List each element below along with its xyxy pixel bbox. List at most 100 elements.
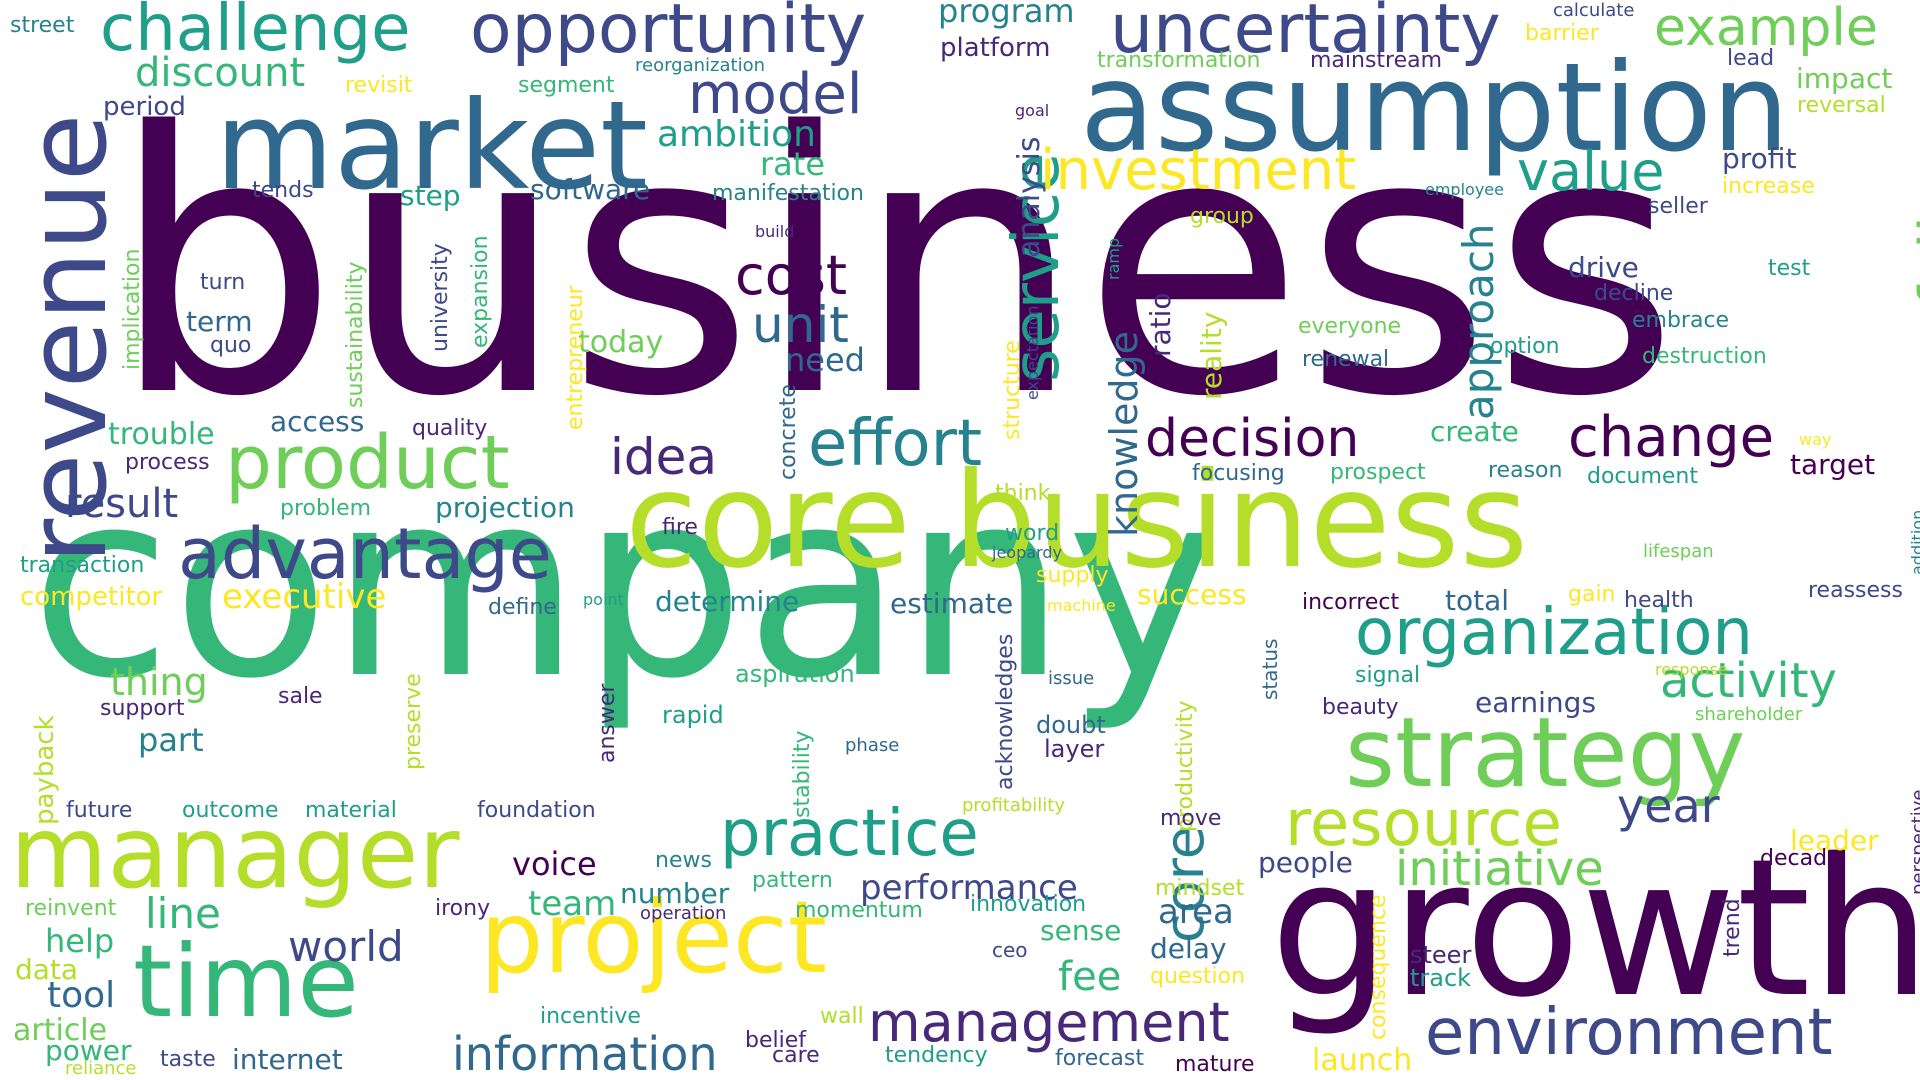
word-investment: investment: [1040, 138, 1357, 203]
word-sense: sense: [1040, 914, 1122, 947]
word-area: area: [1158, 892, 1234, 932]
word-jeopardy: jeopardy: [992, 543, 1062, 562]
word-uncertainty: uncertainty: [1110, 0, 1501, 69]
word-employee: employee: [1425, 180, 1504, 199]
word-think: think: [995, 481, 1051, 506]
word-reality: reality: [1195, 311, 1228, 400]
word-practice: practice: [720, 797, 979, 871]
word-earnings: earnings: [1475, 686, 1597, 719]
word-approach: approach: [1454, 223, 1503, 420]
word-business: business: [110, 56, 1680, 475]
word-option: option: [1490, 334, 1560, 359]
word-challenge: challenge: [100, 0, 411, 66]
word-software: software: [530, 173, 651, 206]
word-thing: thing: [110, 660, 208, 704]
word-activity: activity: [1660, 653, 1837, 709]
word-concrete: concrete: [776, 384, 801, 480]
word-momentum: momentum: [795, 898, 923, 923]
word-line: line: [145, 889, 221, 938]
word-target: target: [1790, 448, 1876, 481]
word-mainstream: mainstream: [1310, 48, 1443, 73]
word-acknowledges: acknowledges: [993, 633, 1018, 790]
word-material: material: [305, 798, 397, 823]
word-profit: profit: [1722, 142, 1797, 175]
word-part: part: [138, 721, 204, 759]
word-help: help: [45, 922, 115, 960]
word-quality: quality: [412, 416, 488, 441]
word-embrace: embrace: [1632, 308, 1730, 333]
word-phase: phase: [845, 735, 900, 756]
word-signal: signal: [1355, 663, 1421, 688]
word-street: street: [10, 13, 75, 38]
word-tends: tends: [252, 178, 314, 203]
word-point: point: [583, 590, 624, 609]
word-environment: environment: [1425, 996, 1833, 1070]
word-document: document: [1587, 464, 1698, 489]
word-structure: structure: [1000, 340, 1025, 440]
word-need: need: [785, 341, 865, 379]
word-sale: sale: [278, 684, 323, 709]
word-ambition: ambition: [657, 114, 816, 155]
word-belief: belief: [745, 1028, 807, 1053]
word-university: university: [428, 243, 453, 352]
word-perspective: perspective: [1908, 789, 1920, 895]
word-term: term: [186, 305, 253, 338]
word-today: today: [578, 325, 664, 360]
word-test: test: [1768, 256, 1811, 281]
word-payback: payback: [30, 715, 60, 825]
word-fee: fee: [1058, 954, 1122, 1000]
word-forecast: forecast: [1055, 1046, 1144, 1071]
word-step: step: [400, 179, 461, 212]
word-incorrect: incorrect: [1302, 590, 1400, 615]
word-pattern: pattern: [752, 868, 833, 893]
word-organization: organization: [1355, 596, 1753, 670]
word-team: team: [528, 884, 617, 924]
word-shareholder: shareholder: [1695, 704, 1803, 725]
word-company: company: [30, 435, 1220, 735]
word-mature: mature: [1175, 1052, 1255, 1077]
word-trouble: trouble: [108, 417, 215, 452]
word-portfolio: portfolio: [1907, 179, 1920, 430]
word-future: future: [66, 798, 133, 823]
word-market: market: [215, 75, 648, 217]
word-projection: projection: [435, 491, 575, 524]
word-manifestation: manifestation: [712, 181, 864, 206]
word-issue: issue: [1048, 668, 1095, 689]
word-result: result: [65, 481, 179, 527]
word-number: number: [620, 877, 730, 910]
word-article: article: [13, 1013, 108, 1048]
word-track: track: [1410, 964, 1472, 992]
word-voice: voice: [512, 845, 597, 883]
word-competitor: competitor: [20, 582, 163, 612]
word-manager: manager: [10, 794, 460, 911]
word-build: build: [755, 222, 795, 241]
word-data: data: [15, 953, 79, 986]
word-wall: wall: [820, 1004, 864, 1029]
word-preserve: preserve: [401, 673, 426, 770]
word-leader: leader: [1790, 824, 1879, 857]
word-create: create: [1430, 415, 1519, 448]
word-health: health: [1624, 588, 1694, 613]
word-performance: performance: [860, 868, 1078, 908]
word-fire: fire: [662, 515, 698, 540]
word-prospect: prospect: [1330, 460, 1426, 485]
word-effort: effort: [808, 407, 983, 481]
word-group: group: [1190, 204, 1254, 229]
word-launch: launch: [1312, 1043, 1413, 1078]
word-platform: platform: [940, 33, 1051, 63]
word-year: year: [1617, 779, 1720, 833]
word-steer: steer: [1410, 941, 1472, 969]
word-assumption: assumption: [1080, 37, 1790, 179]
word-growth: growth: [1270, 818, 1920, 1039]
word-program: program: [938, 0, 1075, 30]
word-world: world: [288, 922, 404, 971]
word-value: value: [1517, 140, 1665, 203]
word-ramp: ramp: [1104, 237, 1123, 280]
word-knowledge: knowledge: [1102, 331, 1146, 537]
word-tool: tool: [47, 975, 116, 1016]
word-barrier: barrier: [1525, 21, 1599, 46]
word-supply: supply: [1036, 563, 1109, 588]
word-renewal: renewal: [1302, 347, 1390, 372]
word-decade: decade: [1760, 846, 1841, 871]
